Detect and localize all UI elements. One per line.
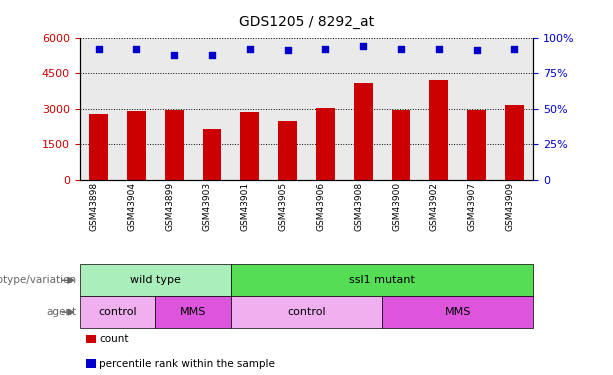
Text: GSM43902: GSM43902 (430, 182, 439, 231)
Point (472, 47, 482, 53)
Bar (458, 38, 495, 180)
Point (509, 46, 519, 52)
Point (131, 46, 141, 52)
Text: genotype/variation: genotype/variation (0, 275, 77, 285)
Text: GSM43898: GSM43898 (89, 182, 99, 231)
Text: count: count (99, 334, 129, 344)
Bar (467, 110, 486, 180)
Text: control: control (287, 307, 326, 317)
Point (169, 52, 179, 58)
Bar (429, 80, 448, 180)
Bar (165, 110, 184, 180)
Text: agent: agent (47, 307, 77, 317)
Bar (382, 38, 420, 180)
Point (358, 43, 368, 49)
Text: MMS: MMS (444, 307, 471, 317)
Point (207, 52, 217, 58)
Bar (495, 38, 533, 180)
Bar (354, 82, 373, 180)
Point (283, 47, 292, 53)
Bar (127, 111, 146, 180)
Bar (89, 114, 108, 180)
Point (321, 46, 330, 52)
Bar (155, 38, 193, 180)
Text: GSM43906: GSM43906 (316, 182, 326, 231)
Text: GSM43908: GSM43908 (354, 182, 364, 231)
Point (245, 46, 255, 52)
Bar (268, 38, 306, 180)
Text: GSM43900: GSM43900 (392, 182, 401, 231)
Text: MMS: MMS (180, 307, 207, 317)
Bar (231, 38, 268, 180)
Text: ssl1 mutant: ssl1 mutant (349, 275, 415, 285)
Bar (118, 38, 155, 180)
Bar (420, 38, 458, 180)
Bar (505, 105, 524, 180)
Bar (306, 38, 345, 180)
Bar (240, 112, 259, 180)
Bar (202, 129, 221, 180)
Text: GSM43901: GSM43901 (241, 182, 250, 231)
Bar (278, 121, 297, 180)
Bar (193, 38, 231, 180)
Text: GSM43909: GSM43909 (505, 182, 514, 231)
Bar (392, 110, 411, 180)
Text: percentile rank within the sample: percentile rank within the sample (99, 359, 275, 369)
Text: control: control (98, 307, 137, 317)
Text: GSM43907: GSM43907 (468, 182, 477, 231)
Point (396, 46, 406, 52)
Text: GDS1205 / 8292_at: GDS1205 / 8292_at (239, 15, 374, 29)
Text: GSM43899: GSM43899 (165, 182, 174, 231)
Text: GSM43903: GSM43903 (203, 182, 212, 231)
Bar (345, 38, 382, 180)
Text: GSM43904: GSM43904 (128, 182, 137, 231)
Bar (316, 108, 335, 180)
Bar (80, 38, 118, 180)
Text: GSM43905: GSM43905 (278, 182, 287, 231)
Point (94, 46, 104, 52)
Point (434, 46, 444, 52)
Text: wild type: wild type (130, 275, 181, 285)
